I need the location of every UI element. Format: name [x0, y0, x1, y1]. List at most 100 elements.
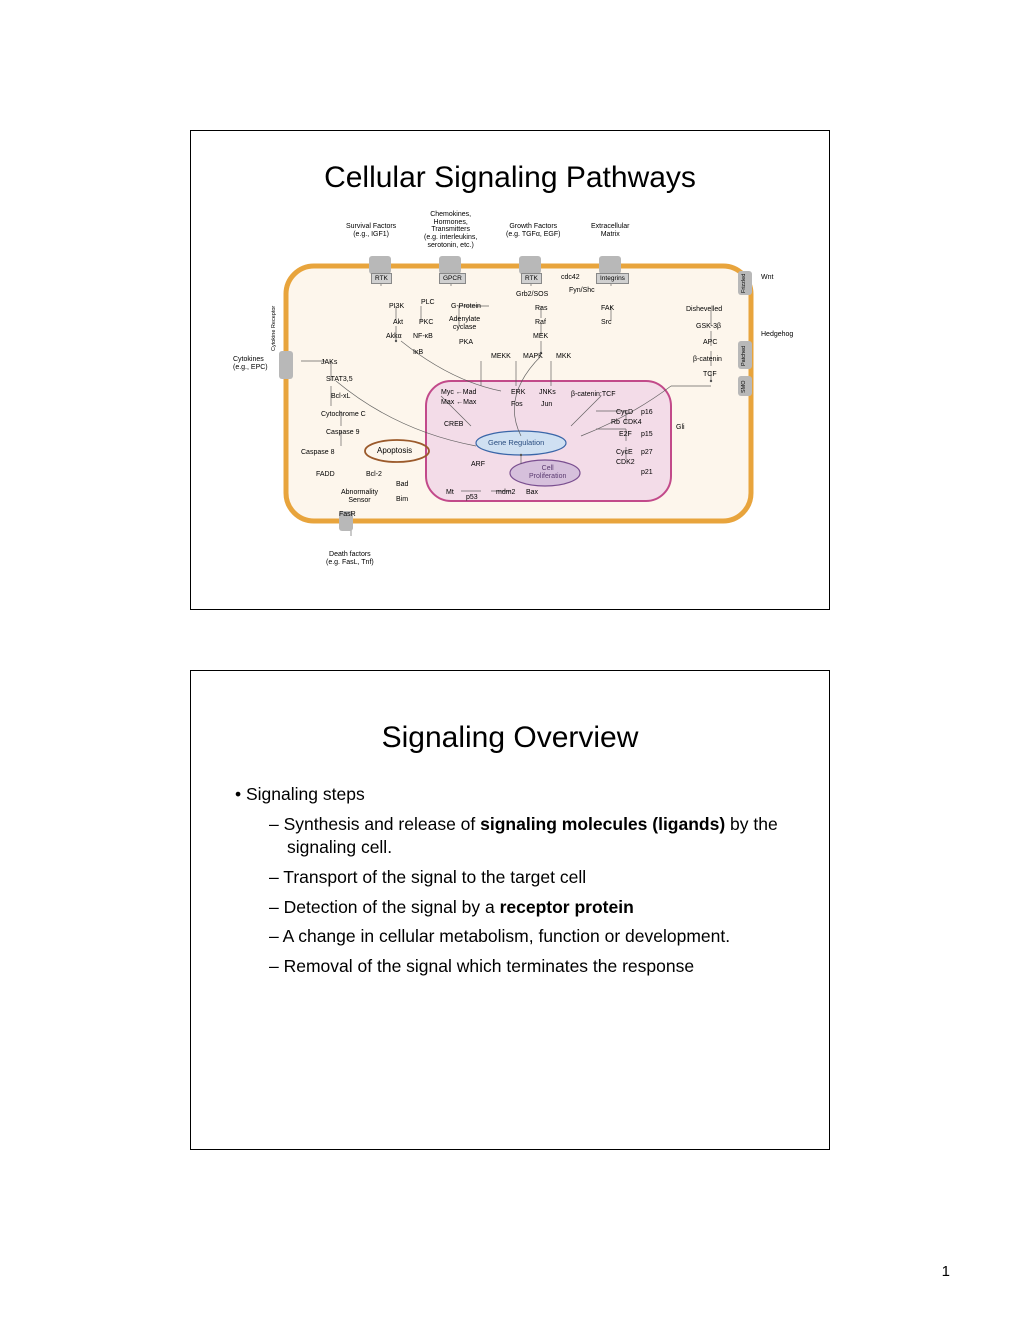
n-ras: Ras — [535, 305, 547, 313]
n-creb: CREB — [444, 421, 463, 429]
n-jun: Jun — [541, 401, 552, 409]
n-caspase8: Caspase 8 — [301, 449, 334, 457]
n-p53: p53 — [466, 494, 478, 502]
n-akka: Akkα — [386, 333, 402, 341]
box-integrins: Integrins — [596, 273, 629, 284]
lbl-cytokines: Cytokines (e.g., EPC) — [233, 356, 268, 371]
sr-cytokine: Cytokine Receptor — [271, 306, 277, 351]
n-cdk2: CDK2 — [616, 459, 635, 467]
n-fos: Fos — [511, 401, 523, 409]
sr-patched: Patched — [741, 346, 747, 366]
s2i0-bold: signaling molecules (ligands) — [480, 814, 725, 834]
n-mkk: MKK — [556, 353, 571, 361]
n-gli: Gli — [676, 424, 685, 432]
n-cyce: CycE — [616, 449, 633, 457]
receptor-cytokine — [279, 351, 293, 379]
n-tcf: TCF — [703, 371, 717, 379]
box-rtk2: RTK — [521, 273, 542, 284]
n-jaks: JAKs — [321, 359, 337, 367]
n-bax: Bax — [526, 489, 538, 497]
n-apc: APC — [703, 339, 717, 347]
n-fak: FAK — [601, 305, 614, 313]
n-abnorm: Abnormality Sensor — [341, 489, 378, 504]
slide1-title: Cellular Signaling Pathways — [191, 161, 829, 195]
n-mapk: MAPK — [523, 353, 543, 361]
n-pkc: PKC — [419, 319, 433, 327]
lbl-fynshc: Fyn/Shc — [569, 287, 595, 295]
n-src: Src — [601, 319, 612, 327]
pathway-diagram: Survival Factors (e.g., IGF1) Chemokines… — [241, 211, 801, 571]
n-nfkb: NF-κB — [413, 333, 433, 341]
n-akt: Akt — [393, 319, 403, 327]
n-grb2sos: Grb2/SOS — [516, 291, 548, 299]
s2i0-pre: Synthesis and release of — [284, 814, 481, 834]
lbl-hedgehog: Hedgehog — [761, 331, 793, 339]
n-cdk4: CDK4 — [623, 419, 642, 427]
n-bcatenintcf: β-catenin:TCF — [571, 391, 615, 399]
n-pka: PKA — [459, 339, 473, 347]
n-jnks: JNKs — [539, 389, 556, 397]
n-p21: p21 — [641, 469, 653, 477]
n-mycmad: Myc ←Mad — [441, 389, 476, 397]
n-erk: ERK — [511, 389, 525, 397]
lbl-cdc42: cdc42 — [561, 274, 580, 282]
slide2-heading: Signaling steps — [235, 783, 789, 807]
n-ikb: IκB — [413, 349, 423, 357]
n-p15: p15 — [641, 431, 653, 439]
s2i3-pre: A change in cellular metabolism, functio… — [283, 926, 730, 946]
n-adcyc: Adenylate cyclase — [449, 316, 480, 331]
lbl-wnt: Wnt — [761, 274, 773, 282]
n-cycd: CycD — [616, 409, 633, 417]
s2i1-pre: Transport of the signal to the target ce… — [283, 867, 586, 887]
lbl-survival: Survival Factors (e.g., IGF1) — [346, 223, 396, 238]
sr-smo: SMO — [741, 380, 747, 393]
n-bcatenin: β-catenin — [693, 356, 722, 364]
receptor-rtk2 — [519, 256, 541, 274]
s2i2-pre: Detection of the signal by a — [284, 897, 500, 917]
oval-prolif: Cell Proliferation — [529, 465, 566, 480]
oval-apoptosis: Apoptosis — [377, 447, 412, 456]
slide2-item-3: A change in cellular metabolism, functio… — [269, 925, 789, 949]
n-bclxl: Bcl-xL — [331, 393, 350, 401]
receptor-integrins — [599, 256, 621, 274]
box-gpcr: GPCR — [439, 273, 466, 284]
oval-genereg: Gene Regulation — [488, 439, 544, 447]
receptor-gpcr — [439, 256, 461, 274]
n-rb: Rb — [611, 419, 620, 427]
n-mdm2: mdm2 — [496, 489, 515, 497]
slide2-item-2: Detection of the signal by a receptor pr… — [269, 896, 789, 920]
n-maxmax: Max ←Max — [441, 399, 476, 407]
lbl-chemokines: Chemokines, Hormones, Transmitters (e.g.… — [424, 211, 477, 249]
slide2-bullets: Signaling steps Synthesis and release of… — [235, 783, 789, 978]
n-cytochrome: Cytochrome C — [321, 411, 366, 419]
n-arf: ARF — [471, 461, 485, 469]
n-stat35: STAT3,5 — [326, 376, 353, 384]
box-rtk1: RTK — [371, 273, 392, 284]
lbl-death: Death factors (e.g. FasL, Tnf) — [326, 551, 374, 566]
n-mekk: MEKK — [491, 353, 511, 361]
slide2-title: Signaling Overview — [191, 721, 829, 755]
n-mek: MEK — [533, 333, 548, 341]
n-bad: Bad — [396, 481, 408, 489]
n-e2f: E2F — [619, 431, 632, 439]
n-fadd: FADD — [316, 471, 335, 479]
page-number: 1 — [942, 1263, 950, 1280]
slide-1: Cellular Signaling Pathways — [190, 130, 830, 610]
s2i4-pre: Removal of the signal which terminates t… — [284, 956, 695, 976]
slide-2: Signaling Overview Signaling steps Synth… — [190, 670, 830, 1150]
n-p27: p27 — [641, 449, 653, 457]
n-fasr: FasR — [339, 511, 356, 519]
s2i2-bold: receptor protein — [500, 897, 634, 917]
n-bcl2: Bcl-2 — [366, 471, 382, 479]
slide2-item-4: Removal of the signal which terminates t… — [269, 955, 789, 979]
slide2-item-0: Synthesis and release of signaling molec… — [269, 813, 789, 860]
n-raf: Raf — [535, 319, 546, 327]
sr-frizzled: Frizzled — [741, 274, 747, 293]
n-gprotein: G-Protein — [451, 303, 481, 311]
n-dishevelled: Dishevelled — [686, 306, 722, 314]
n-gsk3b: GSK-3β — [696, 323, 721, 331]
n-mt: Mt — [446, 489, 454, 497]
n-bim: Bim — [396, 496, 408, 504]
n-plc: PLC — [421, 299, 435, 307]
n-pi3k: PI3K — [389, 303, 404, 311]
